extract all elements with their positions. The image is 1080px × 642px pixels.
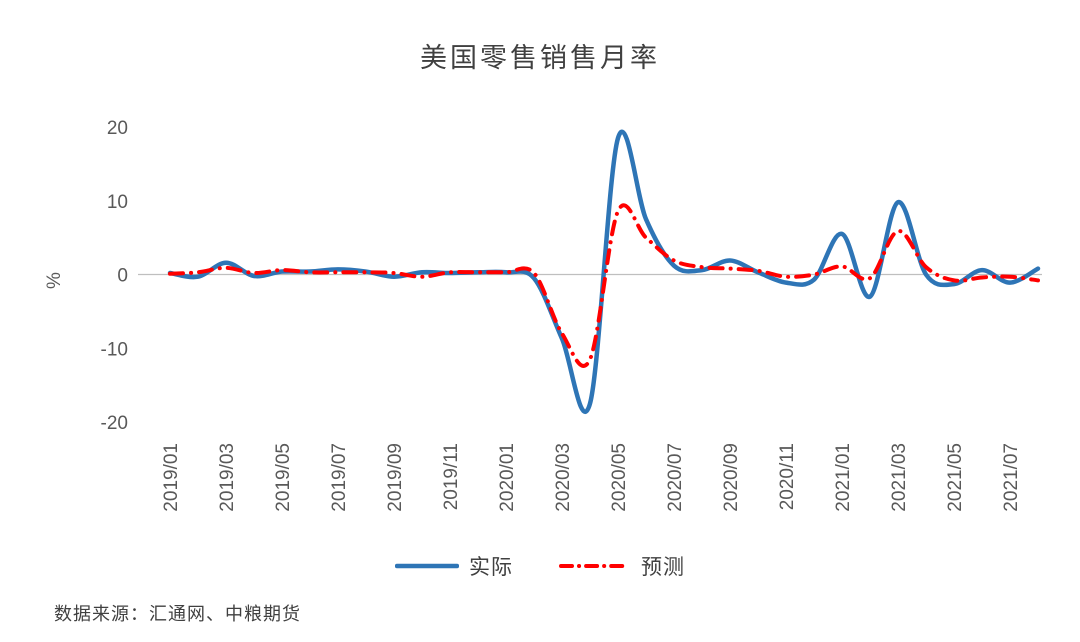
y-axis-title: % [44, 272, 65, 289]
chart-legend: 实际 预测 [0, 551, 1080, 581]
x-tick-label: 2021/03 [889, 443, 910, 512]
actual-line-icon [395, 563, 459, 569]
legend-item-actual: 实际 [395, 551, 513, 581]
y-tick-label: -20 [101, 413, 128, 434]
x-tick-label: 2021/05 [945, 443, 966, 512]
y-tick-label: 0 [117, 266, 128, 287]
forecast-line-icon [559, 564, 631, 568]
x-tick-label: 2019/09 [385, 443, 406, 512]
x-tick-label: 2020/03 [553, 443, 574, 512]
x-tick-label: 2019/11 [441, 443, 462, 510]
legend-item-forecast: 预测 [559, 551, 685, 581]
x-tick-label: 2020/11 [777, 443, 798, 510]
actual-line [167, 129, 1041, 415]
y-tick-label: 20 [107, 118, 128, 139]
forecast-line [168, 203, 1040, 368]
y-tick-label: 10 [107, 192, 128, 213]
x-tick-label: 2020/07 [665, 443, 686, 512]
x-tick-label: 2019/03 [217, 443, 238, 512]
line-chart-canvas: 20 10 0 -10 -20% 2019/01 2019/03 2019/05 2019/07… [44, 118, 1042, 512]
x-tick-label: 2021/07 [1001, 443, 1022, 512]
x-tick-label: 2019/07 [329, 443, 350, 512]
x-tick-label: 2019/05 [273, 443, 294, 512]
x-tick-label: 2019/01 [161, 443, 182, 512]
y-tick-label: -10 [101, 339, 128, 360]
source-note: 数据来源：汇通网、中粮期货 [54, 604, 301, 624]
x-tick-label: 2021/01 [833, 443, 854, 512]
x-tick-label: 2020/01 [497, 443, 518, 512]
chart-title: 美国零售销售月率 [420, 43, 660, 73]
x-tick-label: 2020/05 [609, 443, 630, 512]
x-tick-label: 2020/09 [721, 443, 742, 512]
legend-label-forecast: 预测 [641, 556, 685, 579]
legend-label-actual: 实际 [469, 556, 513, 579]
